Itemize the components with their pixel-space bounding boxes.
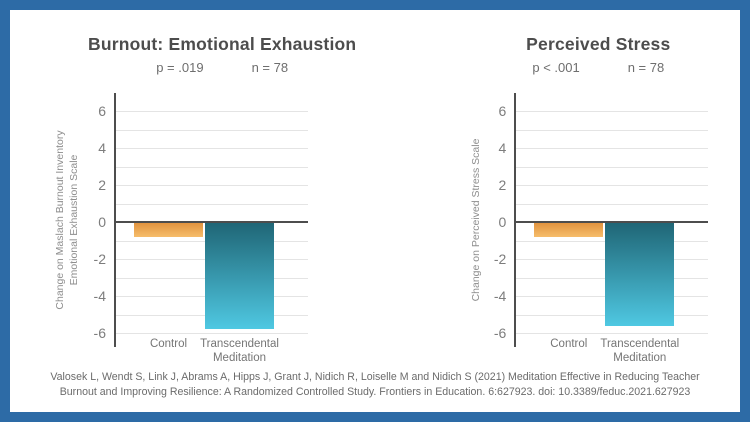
gridline: [514, 111, 709, 112]
x-tick-label: Control: [149, 338, 188, 350]
y-tick-label: -4: [93, 288, 106, 304]
y-tick-label: 0: [498, 214, 507, 230]
y-axis-ticks: 6 4 2 0 -2 -4 -6: [88, 103, 114, 341]
zero-baseline: [114, 221, 308, 223]
bar-transcendental-meditation: [205, 222, 274, 330]
gridline: [114, 185, 308, 186]
x-tick-label: Transcendental Meditation: [200, 338, 279, 365]
sample-size-label: n = 78: [627, 60, 665, 75]
y-tick-label: -2: [493, 251, 507, 267]
gridline: [514, 148, 709, 149]
y-axis-line: [114, 93, 116, 347]
gridline: [114, 166, 308, 168]
chart-perceived-stress: Perceived Stress p < .001 n = 78 Change …: [464, 32, 709, 371]
zero-baseline: [514, 221, 709, 223]
y-axis-ticks: 6 4 2 0 -2 -4 -6: [488, 103, 514, 341]
plot-area: [114, 93, 308, 347]
gridline: [514, 166, 709, 168]
y-tick-label: 6: [98, 103, 106, 119]
y-tick-label: -6: [93, 325, 106, 341]
y-tick-label: 4: [498, 140, 507, 156]
chart-title: Burnout: Emotional Exhaustion: [88, 34, 357, 54]
bar-control: [134, 222, 203, 237]
y-tick-label: 0: [98, 214, 106, 230]
p-value-label: p = .019: [156, 60, 204, 75]
gridline: [114, 111, 308, 112]
gridline: [514, 333, 709, 334]
chart-title: Perceived Stress: [526, 34, 671, 54]
y-tick-label: 2: [498, 177, 507, 193]
y-tick-label: 2: [98, 177, 106, 193]
bar-control: [534, 222, 604, 237]
y-tick-label: -2: [93, 251, 106, 267]
y-tick-label: 4: [98, 140, 106, 156]
chart-stats: p = .019 n = 78: [46, 58, 356, 78]
y-tick-label: -6: [493, 325, 507, 341]
sample-size-label: n = 78: [251, 60, 289, 75]
gridline: [114, 148, 308, 149]
chart-burnout-emotional-exhaustion: Burnout: Emotional Exhaustion p = .019 n…: [46, 32, 356, 371]
gridline: [114, 203, 308, 205]
p-value-label: p < .001: [532, 60, 580, 75]
citation-text: Valosek L, Wendt S, Link J, Abrams A, Hi…: [50, 371, 700, 399]
x-axis-labels: Control Transcendental Meditation: [488, 337, 708, 371]
gridline: [514, 185, 709, 186]
gridline: [514, 203, 709, 205]
x-tick-label: Control: [550, 338, 588, 350]
charts-row: Burnout: Emotional Exhaustion p = .019 n…: [46, 32, 709, 371]
citation: Valosek L, Wendt S, Link J, Abrams A, Hi…: [10, 370, 740, 400]
gridline: [114, 333, 308, 334]
y-tick-label: 6: [498, 103, 507, 119]
plot-area: [514, 93, 709, 347]
gridline: [114, 129, 308, 131]
y-axis-line: [514, 93, 517, 347]
chart-stats: p < .001 n = 78: [464, 58, 708, 78]
gridline: [514, 129, 709, 131]
x-tick-label: Transcendental Meditation: [600, 338, 680, 365]
y-tick-label: -4: [493, 288, 507, 304]
x-axis-labels: Control Transcendental Meditation: [88, 337, 308, 371]
bar-transcendental-meditation: [605, 222, 675, 326]
